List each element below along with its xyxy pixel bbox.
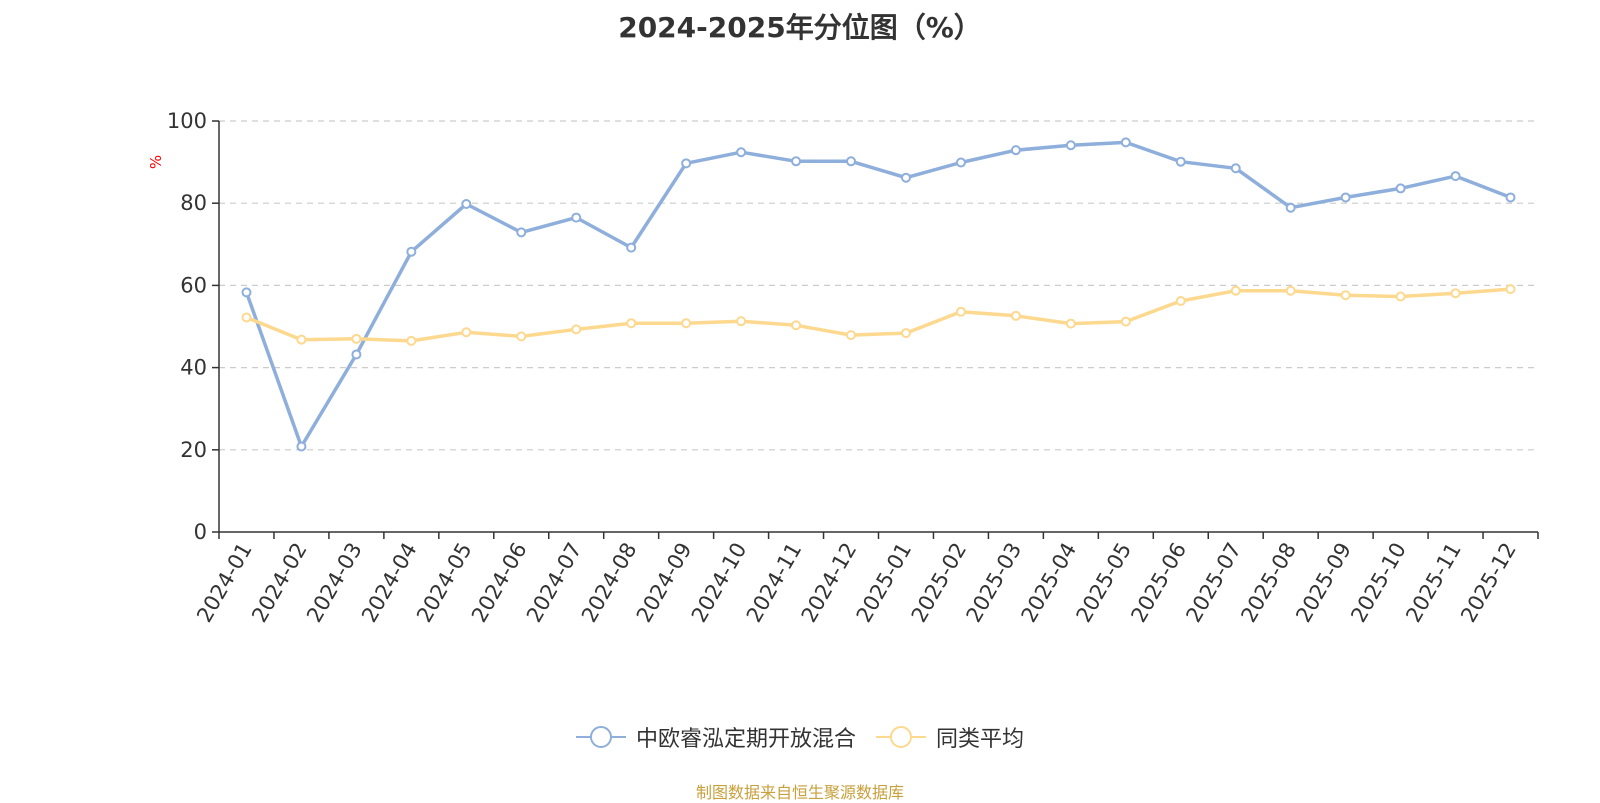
data-point-series-1 [1450,288,1461,299]
legend-dot-fund [589,726,612,748]
data-point-series-1 [1285,285,1296,296]
data-point-series-1 [1010,310,1021,321]
y-tick-label: 80 [180,191,207,215]
data-point-series-0 [955,157,966,168]
y-tick-label: 100 [167,109,207,133]
data-point-series-1 [736,316,747,327]
data-point-series-1 [241,312,252,323]
legend-item-fund[interactable]: 中欧睿泓定期开放混合 [575,721,856,753]
data-point-series-0 [681,158,692,169]
data-point-series-0 [296,441,307,452]
data-point-series-1 [955,306,966,317]
data-point-series-0 [1395,183,1406,194]
data-point-series-1 [1175,296,1186,307]
chart-title: 2024-2025年分位图（%） [618,11,982,44]
data-point-series-0 [1505,192,1516,203]
data-point-series-1 [846,330,857,341]
data-point-series-0 [1340,192,1351,203]
x-tick-label: 2025-12 [1456,539,1521,627]
data-point-series-0 [516,227,527,238]
data-point-series-1 [351,333,362,344]
y-tick-label: 20 [180,438,207,462]
data-point-series-1 [1395,291,1406,302]
data-point-series-0 [351,349,362,360]
data-point-series-0 [900,172,911,183]
data-point-series-1 [571,324,582,335]
data-point-series-1 [626,318,637,329]
data-point-series-0 [1065,140,1076,151]
series-line-1 [245,287,1511,343]
data-point-series-1 [1230,285,1241,296]
legend-item-peer-average[interactable]: 同类平均 [876,721,1024,753]
data-point-series-1 [516,331,527,342]
data-point-series-0 [1285,202,1296,213]
y-tick-label: 40 [180,356,207,380]
legend-dot-peer-average [890,726,912,748]
data-point-series-0 [736,147,747,158]
legend-label-fund: 中欧睿泓定期开放混合 [635,727,856,752]
data-point-series-0 [626,242,637,253]
data-point-series-0 [791,156,802,167]
data-point-series-0 [1230,163,1241,174]
data-point-series-1 [1505,284,1516,295]
data-point-series-1 [296,334,307,345]
y-axis-label: % [147,155,165,169]
chart-legend: 中欧睿泓定期开放混合 同类平均 [0,721,1600,753]
data-point-series-0 [1120,137,1131,148]
data-point-series-1 [1340,290,1351,301]
legend-marker-fund [575,725,626,749]
data-point-series-1 [900,328,911,339]
data-point-series-1 [1065,318,1076,329]
data-point-series-0 [406,246,417,257]
y-tick-label: 0 [194,520,207,544]
data-point-series-0 [846,156,857,167]
data-point-series-0 [1175,156,1186,167]
data-point-series-0 [1450,171,1461,182]
legend-label-peer-average: 同类平均 [936,727,1025,752]
source-note: 制图数据来自恒生聚源数据库 [695,783,904,802]
data-point-series-0 [1010,145,1021,156]
data-point-series-0 [241,287,252,298]
y-tick-label: 60 [180,273,207,297]
data-point-series-1 [681,318,692,329]
data-point-series-0 [461,199,472,210]
series-line-0 [244,140,1512,449]
data-point-series-1 [791,320,802,331]
data-point-series-1 [461,327,472,338]
data-point-series-0 [571,212,582,223]
data-point-series-1 [406,335,417,346]
legend-marker-peer-average [876,725,926,749]
data-point-series-1 [1120,316,1131,327]
